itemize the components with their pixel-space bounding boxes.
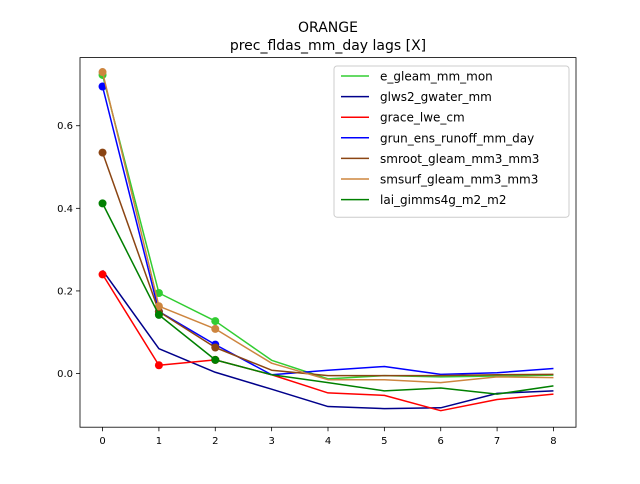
x-tick-label: 2 [212, 436, 218, 447]
data-point-grun_ens_runoff_mm_day [98, 82, 107, 91]
data-point-lai_gimms4g_m2_m2 [154, 310, 163, 319]
legend-label: grun_ens_runoff_mm_day [380, 131, 534, 145]
data-point-lai_gimms4g_m2_m2 [98, 199, 107, 208]
data-point-smsurf_gleam_mm3_mm3 [98, 68, 107, 77]
legend-label: grace_lwe_cm [380, 111, 465, 125]
y-tick-label: 0.0 [57, 369, 73, 380]
plot-frame [79, 57, 577, 428]
data-point-smroot_gleam_mm3_mm3 [211, 343, 220, 352]
series-line-e_gleam_mm_mon [101, 74, 554, 380]
axes: 0 1 2 3 4 5 6 7 8 0.0 0.2 0.4 0.6 [57, 121, 557, 447]
x-tick-label: 4 [325, 436, 331, 447]
chart-title: ORANGE [298, 20, 358, 36]
series-line-smsurf_gleam_mm3_mm3 [101, 71, 554, 384]
x-tick-label: 7 [494, 436, 500, 447]
series-line-grace_lwe_cm [101, 274, 554, 412]
legend-box [333, 65, 570, 218]
x-tick-label: 8 [550, 436, 556, 447]
x-tick-label: 1 [156, 436, 162, 447]
data-point-e_gleam_mm_mon [211, 317, 220, 326]
series-line-glws2_gwater_mm [101, 269, 554, 410]
series-line-grun_ens_runoff_mm_day [101, 86, 554, 376]
y-tick-label: 0.4 [57, 204, 73, 215]
data-point-smroot_gleam_mm3_mm3 [98, 148, 107, 157]
legend-label: smroot_gleam_mm3_mm3 [380, 152, 539, 166]
y-tick-label: 0.6 [57, 121, 73, 132]
data-point-grace_lwe_cm [154, 361, 163, 370]
chart-subtitle: prec_fldas_mm_day lags [X] [230, 38, 426, 54]
axes-frame [79, 57, 577, 428]
y-tick-label: 0.2 [57, 286, 73, 297]
data-point-grace_lwe_cm [98, 270, 107, 279]
legend-label: glws2_gwater_mm [380, 90, 492, 104]
legend: e_gleam_mm_mon glws2_gwater_mm grace_lwe_c… [333, 65, 570, 218]
x-tick-label: 3 [268, 436, 274, 447]
x-tick-label: 0 [99, 436, 105, 447]
data-point-lai_gimms4g_m2_m2 [211, 355, 220, 364]
legend-label: lai_gimms4g_m2_m2 [380, 193, 507, 207]
data-point-smsurf_gleam_mm3_mm3 [154, 302, 163, 311]
x-tick-label: 5 [381, 436, 387, 447]
series-line-lai_gimms4g_m2_m2 [101, 203, 554, 395]
legend-label: e_gleam_mm_mon [380, 70, 493, 84]
series-layer [98, 68, 554, 412]
series-line-smroot_gleam_mm3_mm3 [101, 152, 554, 377]
x-tick-label: 6 [438, 436, 444, 447]
data-point-smsurf_gleam_mm3_mm3 [211, 324, 220, 333]
legend-label: smsurf_gleam_mm3_mm3 [380, 173, 538, 187]
